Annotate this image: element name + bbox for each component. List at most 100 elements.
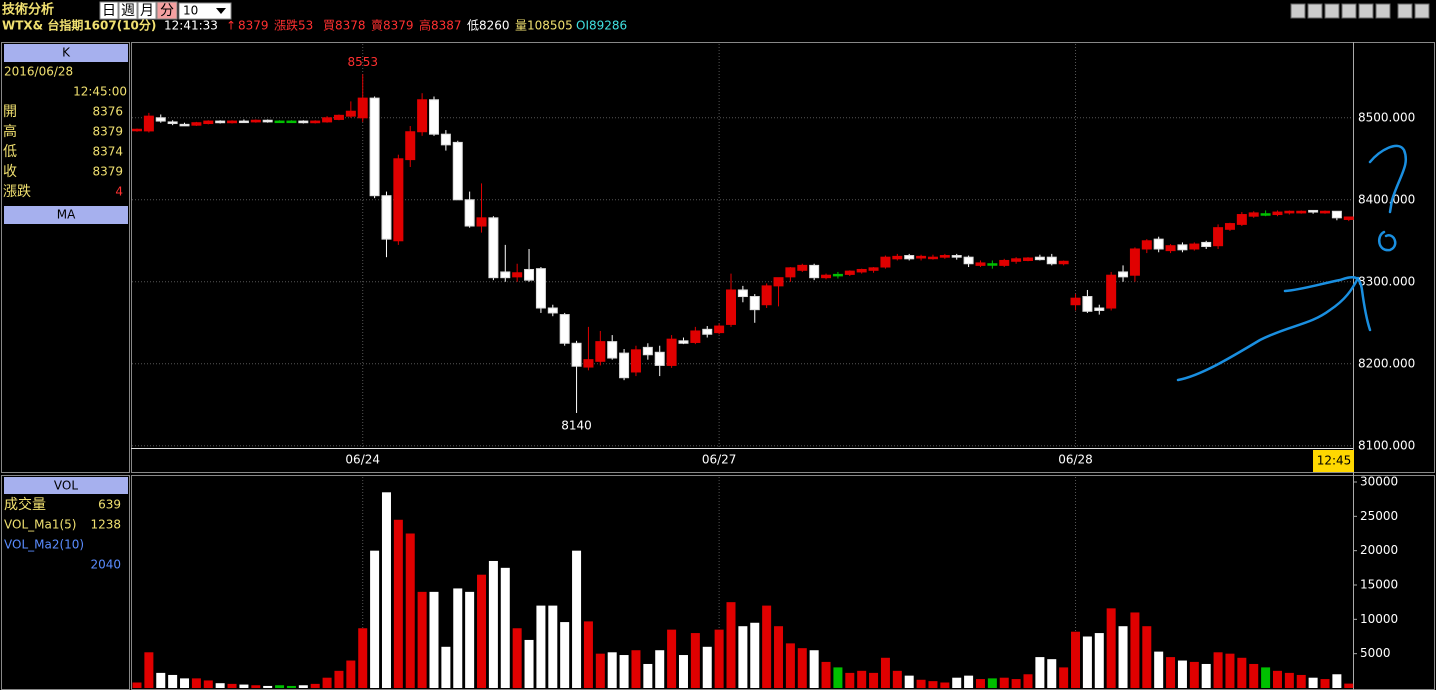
volume-bar [346,660,356,688]
volume-bar [750,622,760,688]
cursor-time-box [1313,450,1354,472]
search-button[interactable] [1341,3,1357,19]
volume-bar [785,643,795,688]
volume-bar [441,646,451,688]
volume-bar [263,685,273,688]
volume-bar [1071,631,1081,688]
volume-bar [168,674,178,688]
volume-bar [797,648,807,688]
x-tick-label: 06/27 [702,453,737,467]
period-button-label[interactable]: 月 [140,3,154,19]
volume-bar [1296,674,1306,688]
row-label: 漲跌 [3,184,31,200]
candle-body [904,255,915,260]
candle-body [987,263,998,266]
zoom-out-button[interactable] [1290,3,1306,19]
side-panel-frame [1,42,130,473]
ma-header-label: MA [57,208,76,222]
volume-bar [857,670,867,688]
volume-bar [1332,674,1342,688]
save-button[interactable] [1375,3,1391,19]
period-button-label[interactable]: 日 [102,3,116,19]
volume-bar [465,591,475,688]
y-tick-label: 20000 [1360,543,1398,557]
candle-body [559,314,570,344]
row-label: 低 [3,144,17,160]
period-button-active[interactable] [156,1,178,20]
period-button-label[interactable]: 分 [160,3,174,19]
candle-body [1070,297,1081,306]
vol-row-value: 639 [98,498,121,512]
row-value: 4 [115,185,123,199]
handwritten-annotation [1176,144,1408,382]
candle-body [630,349,641,373]
volume-bar [500,567,510,688]
select-arrow [216,8,226,14]
day-volume: 量108505 [515,19,573,33]
volume-bar [417,591,427,688]
volume-bar [892,670,902,688]
volume-bar [227,683,237,688]
candle-body [1153,238,1164,250]
clock: 12:41:33 [164,19,218,33]
candle-body [1094,307,1105,311]
candle-body [773,277,784,287]
volume-bar [393,519,403,688]
volume-bar [655,650,665,688]
volume-bar [144,652,154,688]
row-value: 8379 [92,165,123,179]
candle-body [927,256,938,260]
period-button[interactable] [99,1,119,20]
candle-body [1034,256,1045,261]
restore-button[interactable] [1397,3,1413,19]
volume-bar [952,677,962,688]
candle-body [761,285,772,306]
volume-bar [1154,651,1164,688]
candle-body [1260,213,1271,216]
candle-body [393,158,404,242]
candle-body [1011,258,1022,262]
candle-body [1284,210,1295,214]
volume-bar [381,492,391,688]
candle-body [785,267,796,278]
search-button[interactable] [1324,3,1340,19]
volume-bar [191,678,201,688]
volume-bar [132,682,142,688]
interval-value[interactable]: 10 [183,4,198,18]
candle-body [975,262,986,266]
volume-bar [203,680,213,688]
y-tick-label: 8300.000 [1358,274,1415,288]
close-button[interactable] [1414,3,1430,19]
volume-bar [714,629,724,688]
candle-body [286,120,297,124]
volume-bar [156,672,166,688]
candle-body [821,274,832,279]
candle-body [1201,241,1212,248]
volume-bar [1059,667,1069,688]
period-button-label[interactable]: 週 [121,3,135,19]
candle-body [1177,244,1188,251]
window-controls [1290,3,1430,19]
vol-row-value: 2040 [90,558,121,572]
interval-select[interactable] [178,2,232,20]
candle-body [345,110,356,117]
candle-body [143,115,154,132]
candle-body [1129,248,1140,276]
volume-bar [548,605,558,688]
k-header [4,44,128,62]
period-button[interactable] [137,1,157,20]
volume-bar [904,675,914,688]
volume-bar [999,677,1009,688]
candle-body [167,121,178,125]
candle-body [227,120,238,124]
candle-body [1331,210,1342,219]
print-button[interactable] [1358,3,1374,19]
period-button[interactable] [118,1,138,20]
candle-body [916,255,927,259]
ask: 賣8379 [371,18,414,33]
bar-date: 2016/06/28 [4,65,73,79]
candle-body [1058,260,1069,265]
zoom-in-button[interactable] [1307,3,1323,19]
volume-bar [298,685,308,688]
